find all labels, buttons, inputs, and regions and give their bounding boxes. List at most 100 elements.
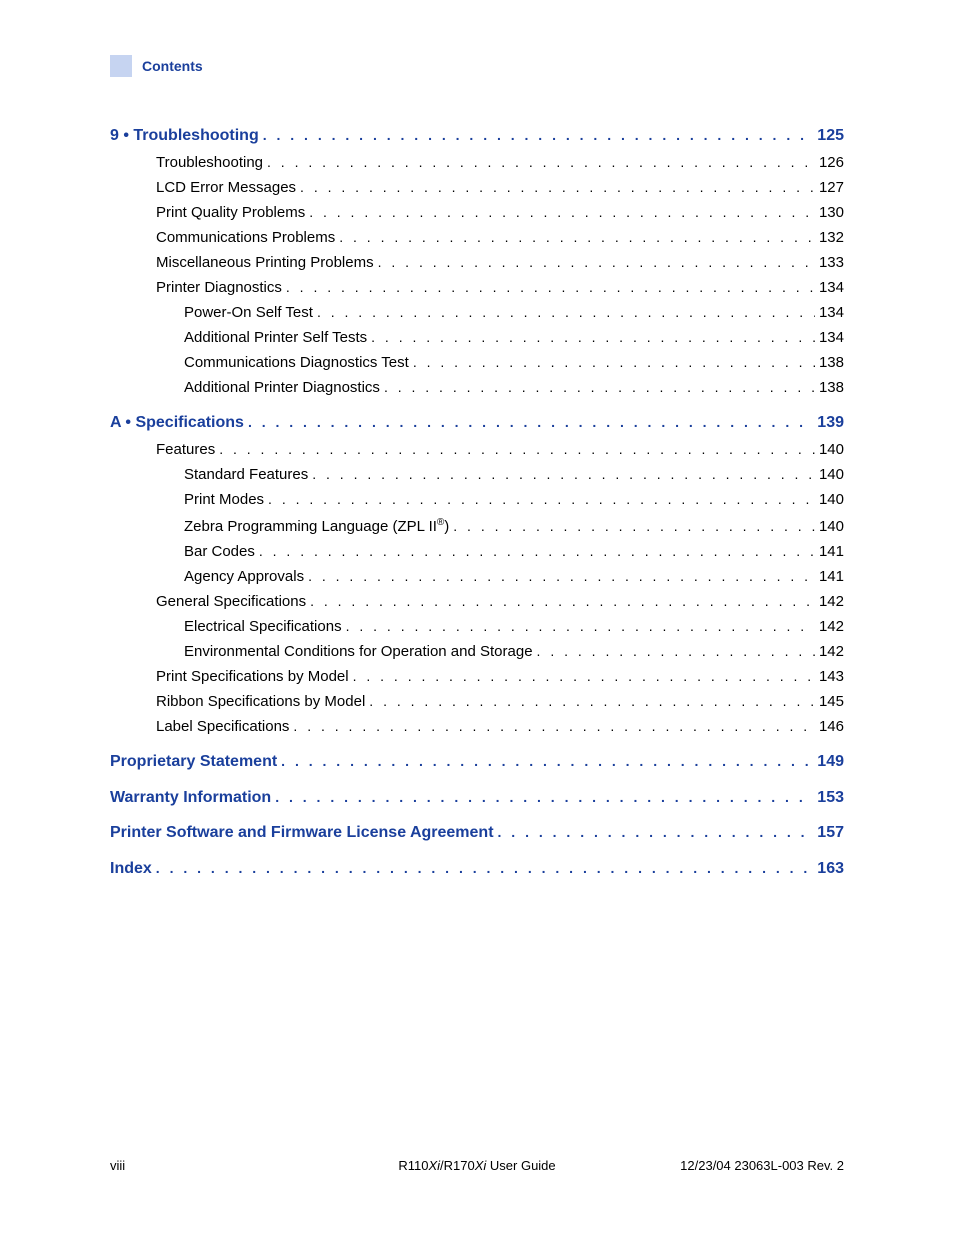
toc-leader-dots: . . . . . . . . . . . . . . . . . . . . … [244, 415, 813, 430]
toc-leader-dots: . . . . . . . . . . . . . . . . . . . . … [304, 569, 815, 584]
toc-entry-page: 134 [815, 280, 844, 297]
toc-entry-row[interactable]: Environmental Conditions for Operation a… [110, 644, 844, 661]
toc-entry-row[interactable]: Power-On Self Test. . . . . . . . . . . … [110, 305, 844, 322]
toc-entry-label: Standard Features [184, 467, 308, 484]
toc-entry-label: Print Modes [184, 492, 264, 509]
toc-entry-label: Label Specifications [156, 719, 289, 736]
toc-entry-label: Ribbon Specifications by Model [156, 694, 365, 711]
toc-entry-row[interactable]: Features. . . . . . . . . . . . . . . . … [110, 442, 844, 459]
toc-entry-label: Additional Printer Self Tests [184, 330, 367, 347]
toc-entry-row[interactable]: Electrical Specifications. . . . . . . .… [110, 619, 844, 636]
toc-leader-dots: . . . . . . . . . . . . . . . . . . . . … [255, 544, 815, 559]
toc-entry-page: 130 [815, 205, 844, 222]
toc-leader-dots: . . . . . . . . . . . . . . . . . . . . … [296, 180, 815, 195]
toc-entry-label: LCD Error Messages [156, 180, 296, 197]
toc-entry-label: Printer Software and Firmware License Ag… [110, 824, 494, 842]
toc-leader-dots: . . . . . . . . . . . . . . . . . . . . … [449, 519, 815, 534]
toc-entry-row[interactable]: Troubleshooting. . . . . . . . . . . . .… [110, 155, 844, 172]
toc-entry-label: Proprietary Statement [110, 753, 277, 771]
toc-entry-row[interactable]: Printer Diagnostics. . . . . . . . . . .… [110, 280, 844, 297]
footer-rev-info: 12/23/04 23063L-003 Rev. 2 [680, 1158, 844, 1173]
toc-entry-row[interactable]: Additional Printer Self Tests. . . . . .… [110, 330, 844, 347]
toc-entry-page: 142 [815, 594, 844, 611]
table-of-contents: 9 • Troubleshooting. . . . . . . . . . .… [110, 127, 844, 878]
toc-leader-dots: . . . . . . . . . . . . . . . . . . . . … [277, 754, 813, 769]
toc-entry-label: Miscellaneous Printing Problems [156, 255, 374, 272]
toc-entry-page: 133 [815, 255, 844, 272]
toc-entry-row[interactable]: Ribbon Specifications by Model. . . . . … [110, 694, 844, 711]
toc-entry-label: Index [110, 860, 152, 878]
toc-entry-page: 138 [815, 380, 844, 397]
toc-entry-page: 149 [813, 753, 844, 771]
toc-chapter-row[interactable]: Warranty Information. . . . . . . . . . … [110, 789, 844, 807]
toc-entry-label: Electrical Specifications [184, 619, 342, 636]
toc-entry-page: 143 [815, 669, 844, 686]
toc-chapter-row[interactable]: 9 • Troubleshooting. . . . . . . . . . .… [110, 127, 844, 145]
page-header: Contents [110, 55, 844, 77]
toc-entry-label: Communications Diagnostics Test [184, 355, 409, 372]
toc-leader-dots: . . . . . . . . . . . . . . . . . . . . … [313, 305, 815, 320]
toc-entry-row[interactable]: General Specifications. . . . . . . . . … [110, 594, 844, 611]
toc-entry-row[interactable]: Standard Features. . . . . . . . . . . .… [110, 467, 844, 484]
toc-entry-page: 142 [815, 644, 844, 661]
toc-entry-page: 134 [815, 330, 844, 347]
toc-entry-label: Printer Diagnostics [156, 280, 282, 297]
toc-chapter-row[interactable]: A • Specifications. . . . . . . . . . . … [110, 414, 844, 432]
toc-entry-page: 126 [815, 155, 844, 172]
toc-entry-row[interactable]: LCD Error Messages. . . . . . . . . . . … [110, 180, 844, 197]
toc-leader-dots: . . . . . . . . . . . . . . . . . . . . … [259, 128, 814, 143]
toc-entry-row[interactable]: Bar Codes. . . . . . . . . . . . . . . .… [110, 544, 844, 561]
toc-entry-page: 140 [815, 519, 844, 536]
toc-leader-dots: . . . . . . . . . . . . . . . . . . . . … [308, 467, 815, 482]
toc-entry-page: 138 [815, 355, 844, 372]
toc-entry-row[interactable]: Print Quality Problems. . . . . . . . . … [110, 205, 844, 222]
toc-entry-label: General Specifications [156, 594, 306, 611]
toc-entry-page: 139 [813, 414, 844, 432]
toc-entry-label: Troubleshooting [156, 155, 263, 172]
toc-leader-dots: . . . . . . . . . . . . . . . . . . . . … [305, 205, 815, 220]
page-footer: viii R110Xi/R170Xi User Guide 12/23/04 2… [110, 1158, 844, 1173]
toc-leader-dots: . . . . . . . . . . . . . . . . . . . . … [335, 230, 815, 245]
toc-chapter-row[interactable]: Index. . . . . . . . . . . . . . . . . .… [110, 860, 844, 878]
toc-entry-label: 9 • Troubleshooting [110, 127, 259, 145]
toc-leader-dots: . . . . . . . . . . . . . . . . . . . . … [282, 280, 815, 295]
toc-entry-label: Additional Printer Diagnostics [184, 380, 380, 397]
toc-leader-dots: . . . . . . . . . . . . . . . . . . . . … [365, 694, 815, 709]
toc-entry-page: 141 [815, 569, 844, 586]
toc-entry-row[interactable]: Print Modes. . . . . . . . . . . . . . .… [110, 492, 844, 509]
toc-chapter-row[interactable]: Printer Software and Firmware License Ag… [110, 824, 844, 842]
toc-entry-row[interactable]: Communications Problems. . . . . . . . .… [110, 230, 844, 247]
toc-entry-row[interactable]: Label Specifications. . . . . . . . . . … [110, 719, 844, 736]
toc-leader-dots: . . . . . . . . . . . . . . . . . . . . … [380, 380, 815, 395]
header-title: Contents [142, 58, 203, 74]
toc-entry-label: Environmental Conditions for Operation a… [184, 644, 533, 661]
header-accent-box [110, 55, 132, 77]
toc-entry-page: 145 [815, 694, 844, 711]
toc-entry-page: 132 [815, 230, 844, 247]
toc-entry-label: Zebra Programming Language (ZPL II®) [184, 517, 449, 536]
toc-leader-dots: . . . . . . . . . . . . . . . . . . . . … [215, 442, 815, 457]
toc-entry-row[interactable]: Miscellaneous Printing Problems. . . . .… [110, 255, 844, 272]
toc-leader-dots: . . . . . . . . . . . . . . . . . . . . … [306, 594, 815, 609]
toc-leader-dots: . . . . . . . . . . . . . . . . . . . . … [263, 155, 815, 170]
toc-entry-row[interactable]: Additional Printer Diagnostics. . . . . … [110, 380, 844, 397]
toc-entry-row[interactable]: Communications Diagnostics Test. . . . .… [110, 355, 844, 372]
toc-leader-dots: . . . . . . . . . . . . . . . . . . . . … [494, 825, 814, 840]
toc-entry-label: Agency Approvals [184, 569, 304, 586]
toc-entry-row[interactable]: Print Specifications by Model. . . . . .… [110, 669, 844, 686]
toc-entry-page: 163 [813, 860, 844, 878]
toc-entry-page: 153 [813, 789, 844, 807]
toc-entry-label: Power-On Self Test [184, 305, 313, 322]
toc-entry-label: Print Specifications by Model [156, 669, 349, 686]
toc-entry-page: 141 [815, 544, 844, 561]
toc-entry-row[interactable]: Zebra Programming Language (ZPL II®). . … [110, 517, 844, 536]
toc-entry-label: Communications Problems [156, 230, 335, 247]
toc-leader-dots: . . . . . . . . . . . . . . . . . . . . … [533, 644, 815, 659]
toc-entry-label: Features [156, 442, 215, 459]
toc-entry-page: 134 [815, 305, 844, 322]
toc-chapter-row[interactable]: Proprietary Statement. . . . . . . . . .… [110, 753, 844, 771]
toc-entry-row[interactable]: Agency Approvals. . . . . . . . . . . . … [110, 569, 844, 586]
toc-entry-page: 140 [815, 492, 844, 509]
toc-leader-dots: . . . . . . . . . . . . . . . . . . . . … [367, 330, 815, 345]
toc-leader-dots: . . . . . . . . . . . . . . . . . . . . … [409, 355, 815, 370]
